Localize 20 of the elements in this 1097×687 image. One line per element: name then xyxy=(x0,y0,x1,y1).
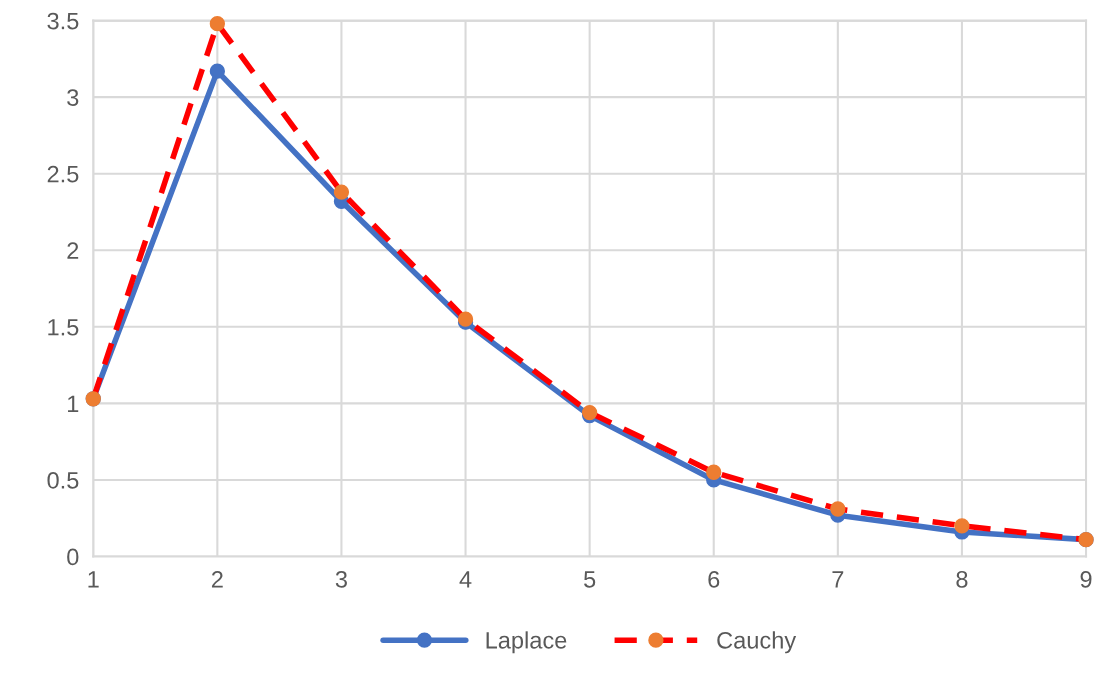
x-tick-label: 8 xyxy=(956,570,968,588)
y-tick-label: 2.5 xyxy=(47,165,79,183)
x-tick-label: 4 xyxy=(459,571,472,588)
x-tick-label: 3 xyxy=(335,570,347,588)
y-tick-label: 3.5 xyxy=(47,12,79,30)
point xyxy=(209,63,225,79)
y-tick-label: 1.5 xyxy=(48,319,79,336)
y-tick-label: 1 xyxy=(68,395,79,412)
x-tick-label: 7 xyxy=(832,571,844,588)
legend-label: Cauchy xyxy=(717,631,797,654)
y-tick-label: 0 xyxy=(67,548,79,566)
legend-label: Laplace xyxy=(486,631,567,654)
y-tick-label: 3 xyxy=(67,89,79,106)
x-tick-label: 2 xyxy=(211,570,223,588)
x-tick-label: 5 xyxy=(584,571,596,588)
y-tick-label: 2 xyxy=(67,242,79,259)
y-tick-label: 0.5 xyxy=(47,471,79,489)
x-tick-label: 9 xyxy=(1080,570,1092,588)
x-tick-label: 6 xyxy=(708,570,720,588)
x-tick-label: 1 xyxy=(88,571,99,588)
